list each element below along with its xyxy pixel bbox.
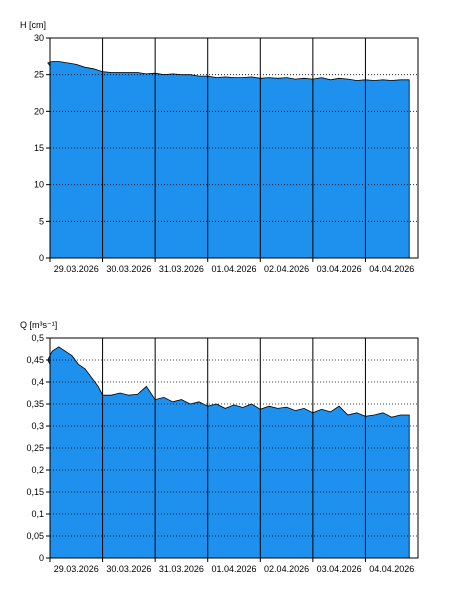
y-tick-label: 15 <box>34 143 44 153</box>
series-area <box>47 61 410 259</box>
x-tick-label: 30.03.2026 <box>106 264 151 274</box>
x-tick-label: 01.04.2026 <box>211 264 256 274</box>
y-tick-label: 0,2 <box>31 465 44 475</box>
y-tick-label: 0,45 <box>26 355 44 365</box>
y-tick-label: 30 <box>34 33 44 43</box>
x-tick-label: 04.04.2026 <box>369 564 414 574</box>
series-area <box>47 346 410 559</box>
y-axis-label: Q [m³s⁻¹] <box>20 320 57 330</box>
x-tick-label: 03.04.2026 <box>317 264 362 274</box>
x-tick-label: 31.03.2026 <box>159 564 204 574</box>
y-tick-label: 0,3 <box>31 421 44 431</box>
water-level-chart: 0 5 10 15 20 25 30 29.03.2026 30.03.2026 31.03.20… <box>20 20 419 274</box>
discharge-chart: 0 0,05 0,1 0,15 0,2 0,25 0,3 0,35 0,4 0,45 0,5 29.0… <box>20 320 419 574</box>
x-tick-label: 04.04.2026 <box>369 264 414 274</box>
plot-frame <box>49 337 419 559</box>
y-tick-label: 0,15 <box>26 487 44 497</box>
y-tick-label: 0,35 <box>26 399 44 409</box>
y-tick-label: 0,25 <box>26 443 44 453</box>
x-tick-label: 31.03.2026 <box>159 264 204 274</box>
y-tick-label: 25 <box>34 70 44 80</box>
x-tick-label: 02.04.2026 <box>264 264 309 274</box>
y-tick-label: 5 <box>39 216 44 226</box>
x-tick-label: 29.03.2026 <box>54 264 99 274</box>
y-tick-label: 0,5 <box>31 333 44 343</box>
y-tick-label: 0,4 <box>31 377 44 387</box>
y-tick-label: 0,05 <box>26 531 44 541</box>
y-tick-label: 10 <box>34 180 44 190</box>
x-tick-label: 02.04.2026 <box>264 564 309 574</box>
y-tick-label: 0,1 <box>31 509 44 519</box>
x-tick-label: 30.03.2026 <box>106 564 151 574</box>
y-tick-label: 20 <box>34 106 44 116</box>
x-tick-label: 29.03.2026 <box>54 564 99 574</box>
y-tick-label: 0 <box>39 253 44 263</box>
y-axis-label: H [cm] <box>20 20 46 30</box>
x-tick-label: 03.04.2026 <box>317 564 362 574</box>
y-tick-label: 0 <box>39 553 44 563</box>
plot-frame <box>49 37 419 259</box>
x-tick-label: 01.04.2026 <box>211 564 256 574</box>
